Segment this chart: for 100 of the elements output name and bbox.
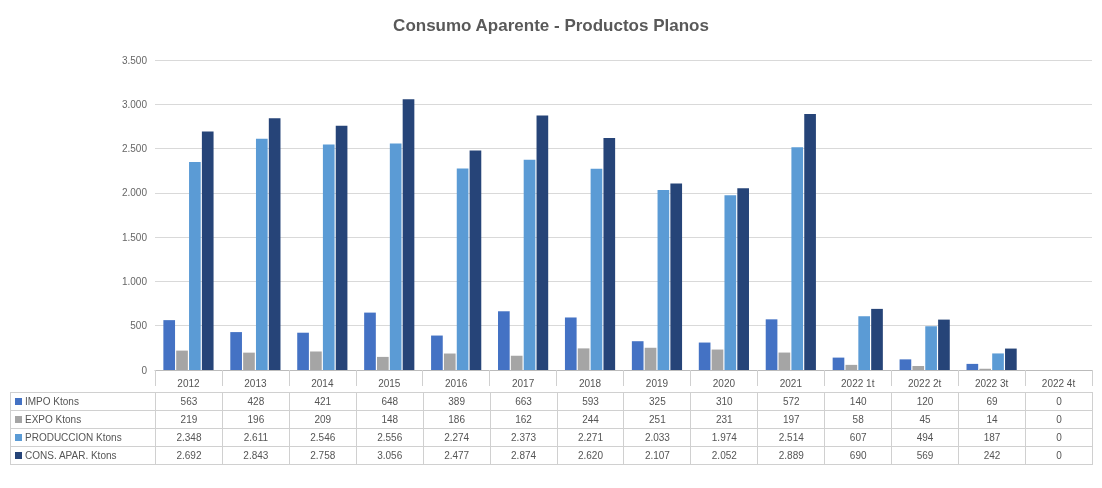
data-label: 2.107 (623, 446, 691, 465)
data-label: 0 (1025, 428, 1093, 447)
bar (577, 348, 590, 370)
bar (376, 356, 389, 370)
y-tick-label: 1.500 (121, 231, 148, 243)
bar (791, 147, 804, 370)
x-tick-label: 2022 4t (1041, 377, 1076, 389)
data-label: 2.611 (222, 428, 290, 447)
data-label: 244 (557, 410, 624, 429)
data-label: 186 (423, 410, 491, 429)
data-label: 1.974 (690, 428, 758, 447)
data-label: 231 (690, 410, 758, 429)
data-label: 2.052 (690, 446, 758, 465)
bar (1005, 348, 1017, 370)
x-tick-label: 2017 (511, 377, 535, 389)
bar (564, 317, 577, 370)
x-tick-label: 2015 (378, 377, 401, 389)
data-label: 310 (690, 392, 758, 411)
data-label: 209 (289, 410, 357, 429)
bar (176, 350, 188, 370)
data-label: 690 (824, 446, 892, 465)
bar (523, 159, 536, 370)
bar (778, 352, 791, 370)
bar (925, 326, 937, 370)
data-label: 242 (958, 446, 1026, 465)
bar (443, 353, 456, 370)
legend-label: EXPO Ktons (10, 410, 156, 429)
bar (536, 115, 549, 370)
data-label: 140 (824, 392, 892, 411)
bar (737, 188, 749, 370)
x-tick-label: 2013 (244, 377, 267, 389)
data-label: 389 (423, 392, 491, 411)
data-label: 428 (222, 392, 290, 411)
x-tick-label: 2022 1t (841, 377, 875, 389)
bar (858, 316, 871, 370)
bar (992, 353, 1004, 370)
data-label: 2.556 (356, 428, 424, 447)
bar (845, 364, 858, 370)
bar (389, 143, 402, 370)
bar (657, 189, 670, 370)
data-label: 325 (623, 392, 691, 411)
data-label: 58 (824, 410, 892, 429)
bar (255, 138, 268, 370)
bar (268, 118, 281, 370)
bar (832, 357, 845, 370)
data-label: 2.348 (155, 428, 223, 447)
data-label: 120 (891, 392, 959, 411)
bar (431, 335, 443, 370)
data-label: 148 (356, 410, 424, 429)
bar (189, 162, 201, 370)
bar (364, 312, 376, 370)
bar (310, 351, 322, 370)
bar (644, 347, 657, 370)
x-tick-label: 2012 (177, 377, 201, 389)
y-tick-label: 3.000 (121, 98, 148, 110)
data-label: 2.514 (757, 428, 825, 447)
y-tick-label: 0 (141, 364, 148, 376)
data-label: 563 (155, 392, 223, 411)
data-label: 494 (891, 428, 959, 447)
legend-label: PRODUCCION Ktons (10, 428, 156, 447)
x-tick-label: 2022 2t (907, 377, 942, 389)
bar (631, 341, 644, 370)
data-label: 421 (289, 392, 357, 411)
bar (243, 352, 255, 370)
data-label: 251 (623, 410, 691, 429)
bar (603, 137, 616, 370)
y-tick-label: 2.000 (121, 187, 148, 199)
bar (966, 363, 979, 370)
data-label: 3.056 (356, 446, 424, 465)
x-tick-label: 2020 (712, 377, 736, 389)
bar (724, 195, 737, 370)
data-label: 2.477 (423, 446, 491, 465)
data-label: 187 (958, 428, 1026, 447)
data-label: 0 (1025, 392, 1093, 411)
bar (899, 359, 912, 370)
data-label: 663 (490, 392, 558, 411)
y-tick-label: 1.000 (121, 275, 148, 287)
y-tick-label: 2.500 (121, 143, 148, 155)
bar (297, 332, 309, 370)
data-label: 197 (757, 410, 825, 429)
legend-label: IMPO Ktons (10, 392, 156, 411)
bar (163, 320, 176, 370)
data-label: 648 (356, 392, 424, 411)
data-label: 607 (824, 428, 892, 447)
x-tick-label: 2022 3t (974, 377, 1009, 389)
data-label: 196 (222, 410, 290, 429)
bar (469, 150, 482, 370)
data-label: 2.692 (155, 446, 223, 465)
legend-label: CONS. APAR. Ktons (10, 446, 156, 465)
data-label: 162 (490, 410, 558, 429)
bar (590, 168, 603, 370)
bar (335, 125, 348, 370)
data-label: 45 (891, 410, 959, 429)
y-tick-label: 500 (130, 320, 148, 332)
data-label: 2.889 (757, 446, 825, 465)
data-label: 0 (1025, 410, 1093, 429)
bar (871, 308, 883, 370)
bar (402, 99, 415, 370)
x-tick-label: 2019 (645, 377, 669, 389)
data-label: 219 (155, 410, 223, 429)
